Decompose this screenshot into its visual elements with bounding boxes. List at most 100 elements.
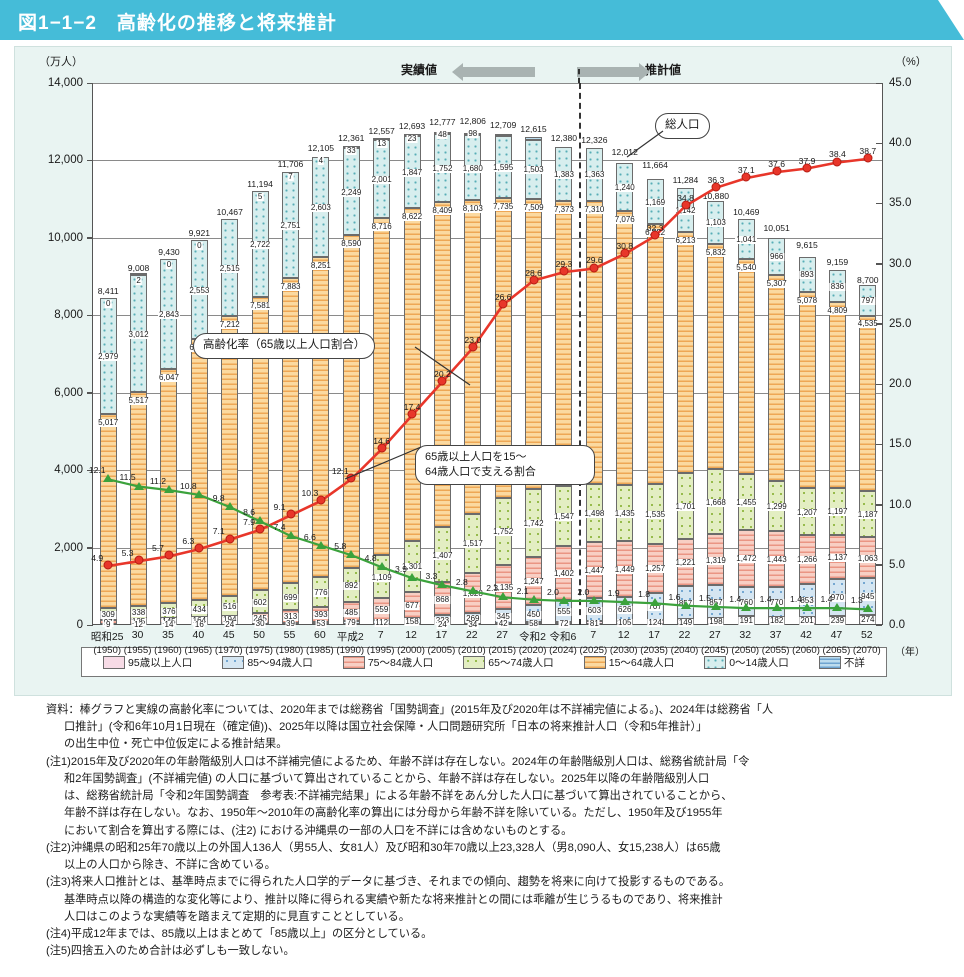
age-0-14-label: 797 xyxy=(860,296,876,306)
age-0-14-label: 2,249 xyxy=(340,187,363,197)
y-axis-tick-right: 10.0 xyxy=(889,498,912,511)
legend-item[interactable]: 75～84歳人口 xyxy=(342,655,434,670)
legend-item[interactable]: 85～94歳人口 xyxy=(222,655,313,670)
legend-item[interactable]: 95歳以上人口 xyxy=(103,655,192,670)
age-65-74-label: 1,407 xyxy=(431,550,454,560)
age-15-64-label: 7,310 xyxy=(583,204,606,214)
x-axis-year-label: (2005) xyxy=(427,645,456,656)
x-axis-year-label: (2060) xyxy=(792,645,820,656)
population-bar[interactable] xyxy=(464,128,482,624)
age-85-94-label: 158 xyxy=(404,616,420,626)
age-75-84-label: 1,257 xyxy=(644,564,667,574)
aging-rate-label: 38.4 xyxy=(829,149,846,160)
support-ratio-label: 1.9 xyxy=(607,588,620,599)
age-65-74-label: 1,301 xyxy=(401,562,424,572)
age-65-74-label: 1,752 xyxy=(492,527,515,537)
age-85-94-label: 970 xyxy=(829,593,846,603)
bar-segment xyxy=(342,235,360,568)
note-row: 基準時点以降の構造的な変化等により、推計以降に得られる実績や新たな将来推計との間… xyxy=(46,892,946,908)
support-ratio-point xyxy=(528,594,539,603)
note-row: (注3) 将来人口推計とは、基準時点までに得られた人口学的データに基づき、それまで… xyxy=(46,874,946,890)
support-ratio-label: 9.8 xyxy=(212,492,225,503)
bar-segment xyxy=(494,198,512,498)
support-ratio-label: 1.5 xyxy=(698,592,711,603)
note-key xyxy=(46,823,64,839)
support-ratio-label: 5.8 xyxy=(334,541,347,552)
x-axis-era-label: 令和2 xyxy=(519,631,546,643)
population-bar[interactable] xyxy=(859,284,877,624)
support-ratio-point xyxy=(376,562,387,571)
legend-item[interactable]: 0～14歳人口 xyxy=(704,655,789,670)
age-65-74-label: 1,498 xyxy=(583,508,606,518)
x-axis-era-label: 27 xyxy=(496,629,509,641)
support-ratio-point xyxy=(437,580,448,589)
age-75-84-label: 677 xyxy=(404,600,420,610)
y-axis-tick-right: 40.0 xyxy=(889,137,912,150)
population-bar[interactable] xyxy=(616,159,634,624)
age-75-84-label: 1,137 xyxy=(826,552,849,562)
bar-total-label: 12,615 xyxy=(520,123,547,134)
aging-rate-point xyxy=(134,555,144,565)
bar-total-label: 12,557 xyxy=(368,125,395,136)
x-axis-era-label: 7 xyxy=(377,629,384,641)
bar-segment xyxy=(828,302,846,489)
aging-rate-point xyxy=(802,163,812,173)
x-axis-era-label: 42 xyxy=(800,629,812,641)
legend-label: 85～94歳人口 xyxy=(247,656,313,669)
projected-band-arrow xyxy=(577,63,650,81)
age-0-14-label: 2,603 xyxy=(309,202,332,212)
legend-item[interactable]: 65～74歳人口 xyxy=(463,655,554,670)
support-ratio-point xyxy=(133,481,144,490)
support-ratio-point xyxy=(224,501,235,510)
population-bar[interactable] xyxy=(798,252,816,624)
population-bar[interactable] xyxy=(130,273,148,624)
bar-total-label: 9,159 xyxy=(826,257,849,268)
support-ratio-point xyxy=(346,550,357,559)
age-0-14-label: 893 xyxy=(799,270,815,280)
bar-total-label: 12,105 xyxy=(307,143,335,154)
aging-rate-label: 6.3 xyxy=(182,536,195,547)
note-text: 年齢不詳は存在しない。なお、1950年～2010年の高齢化率の算出には分母から年… xyxy=(64,807,723,820)
projected-band-label: 推計値 xyxy=(645,63,682,77)
age-15-64-label: 5,517 xyxy=(127,396,150,406)
age-15-64-label: 7,076 xyxy=(613,215,636,225)
age-85-94-label: 603 xyxy=(586,605,603,615)
x-axis-year-label: (2020) xyxy=(518,645,547,656)
aging-rate-point xyxy=(255,524,265,534)
age-0-14-label: 836 xyxy=(829,281,846,291)
age-65-74-label: 1,197 xyxy=(826,507,849,517)
x-axis-year-label: (1970) xyxy=(214,645,243,656)
age-85-94-label: 112 xyxy=(374,617,390,627)
aging-rate-label: 14.6 xyxy=(373,436,391,447)
support-ratio-point xyxy=(498,592,509,601)
age-85-94-label: 450 xyxy=(525,609,542,619)
age-0-14-label: 1,240 xyxy=(613,183,636,193)
legend-label: 75～84歳人口 xyxy=(367,656,434,669)
age-15-64-label: 8,251 xyxy=(309,261,332,271)
x-axis-year-label: (1975) xyxy=(245,645,273,656)
support-ratio-point xyxy=(255,516,266,525)
age-75-84-label: 1,221 xyxy=(674,558,697,568)
x-axis-year-label: (2050) xyxy=(731,645,760,656)
age-15-64-label: 5,017 xyxy=(97,417,120,427)
bar-segment xyxy=(616,211,634,485)
age-85-94-label: 223 xyxy=(434,616,451,625)
age-75-84-label: 868 xyxy=(434,594,451,604)
note-text: 将来人口推計とは、基準時点までに得られた人口学的データに基づき、それまでの傾向、… xyxy=(70,876,731,889)
age-75-84-label: 1,063 xyxy=(856,553,879,563)
aging-rate-label: 5.7 xyxy=(151,543,164,554)
y-tick-mark-left xyxy=(87,82,93,84)
age-15-64-label: 8,103 xyxy=(461,204,484,214)
x-axis-year-label: (1985) xyxy=(306,645,334,656)
population-bar[interactable] xyxy=(768,235,786,624)
age-0-14-label: 1,363 xyxy=(583,170,606,180)
age-65-74-label: 1,109 xyxy=(370,572,393,582)
note-key: 資料： xyxy=(46,704,80,716)
legend-item[interactable]: 15～64歳人口 xyxy=(583,655,674,670)
support-ratio-label: 1.4 xyxy=(790,594,803,605)
trend-lines-layer xyxy=(107,157,868,611)
age-0-14-label: 966 xyxy=(768,252,785,262)
aging-rate-label: 37.9 xyxy=(798,155,816,166)
age-65-74-label: 1,187 xyxy=(856,510,879,520)
legend-item[interactable]: 不詳 xyxy=(818,655,865,670)
